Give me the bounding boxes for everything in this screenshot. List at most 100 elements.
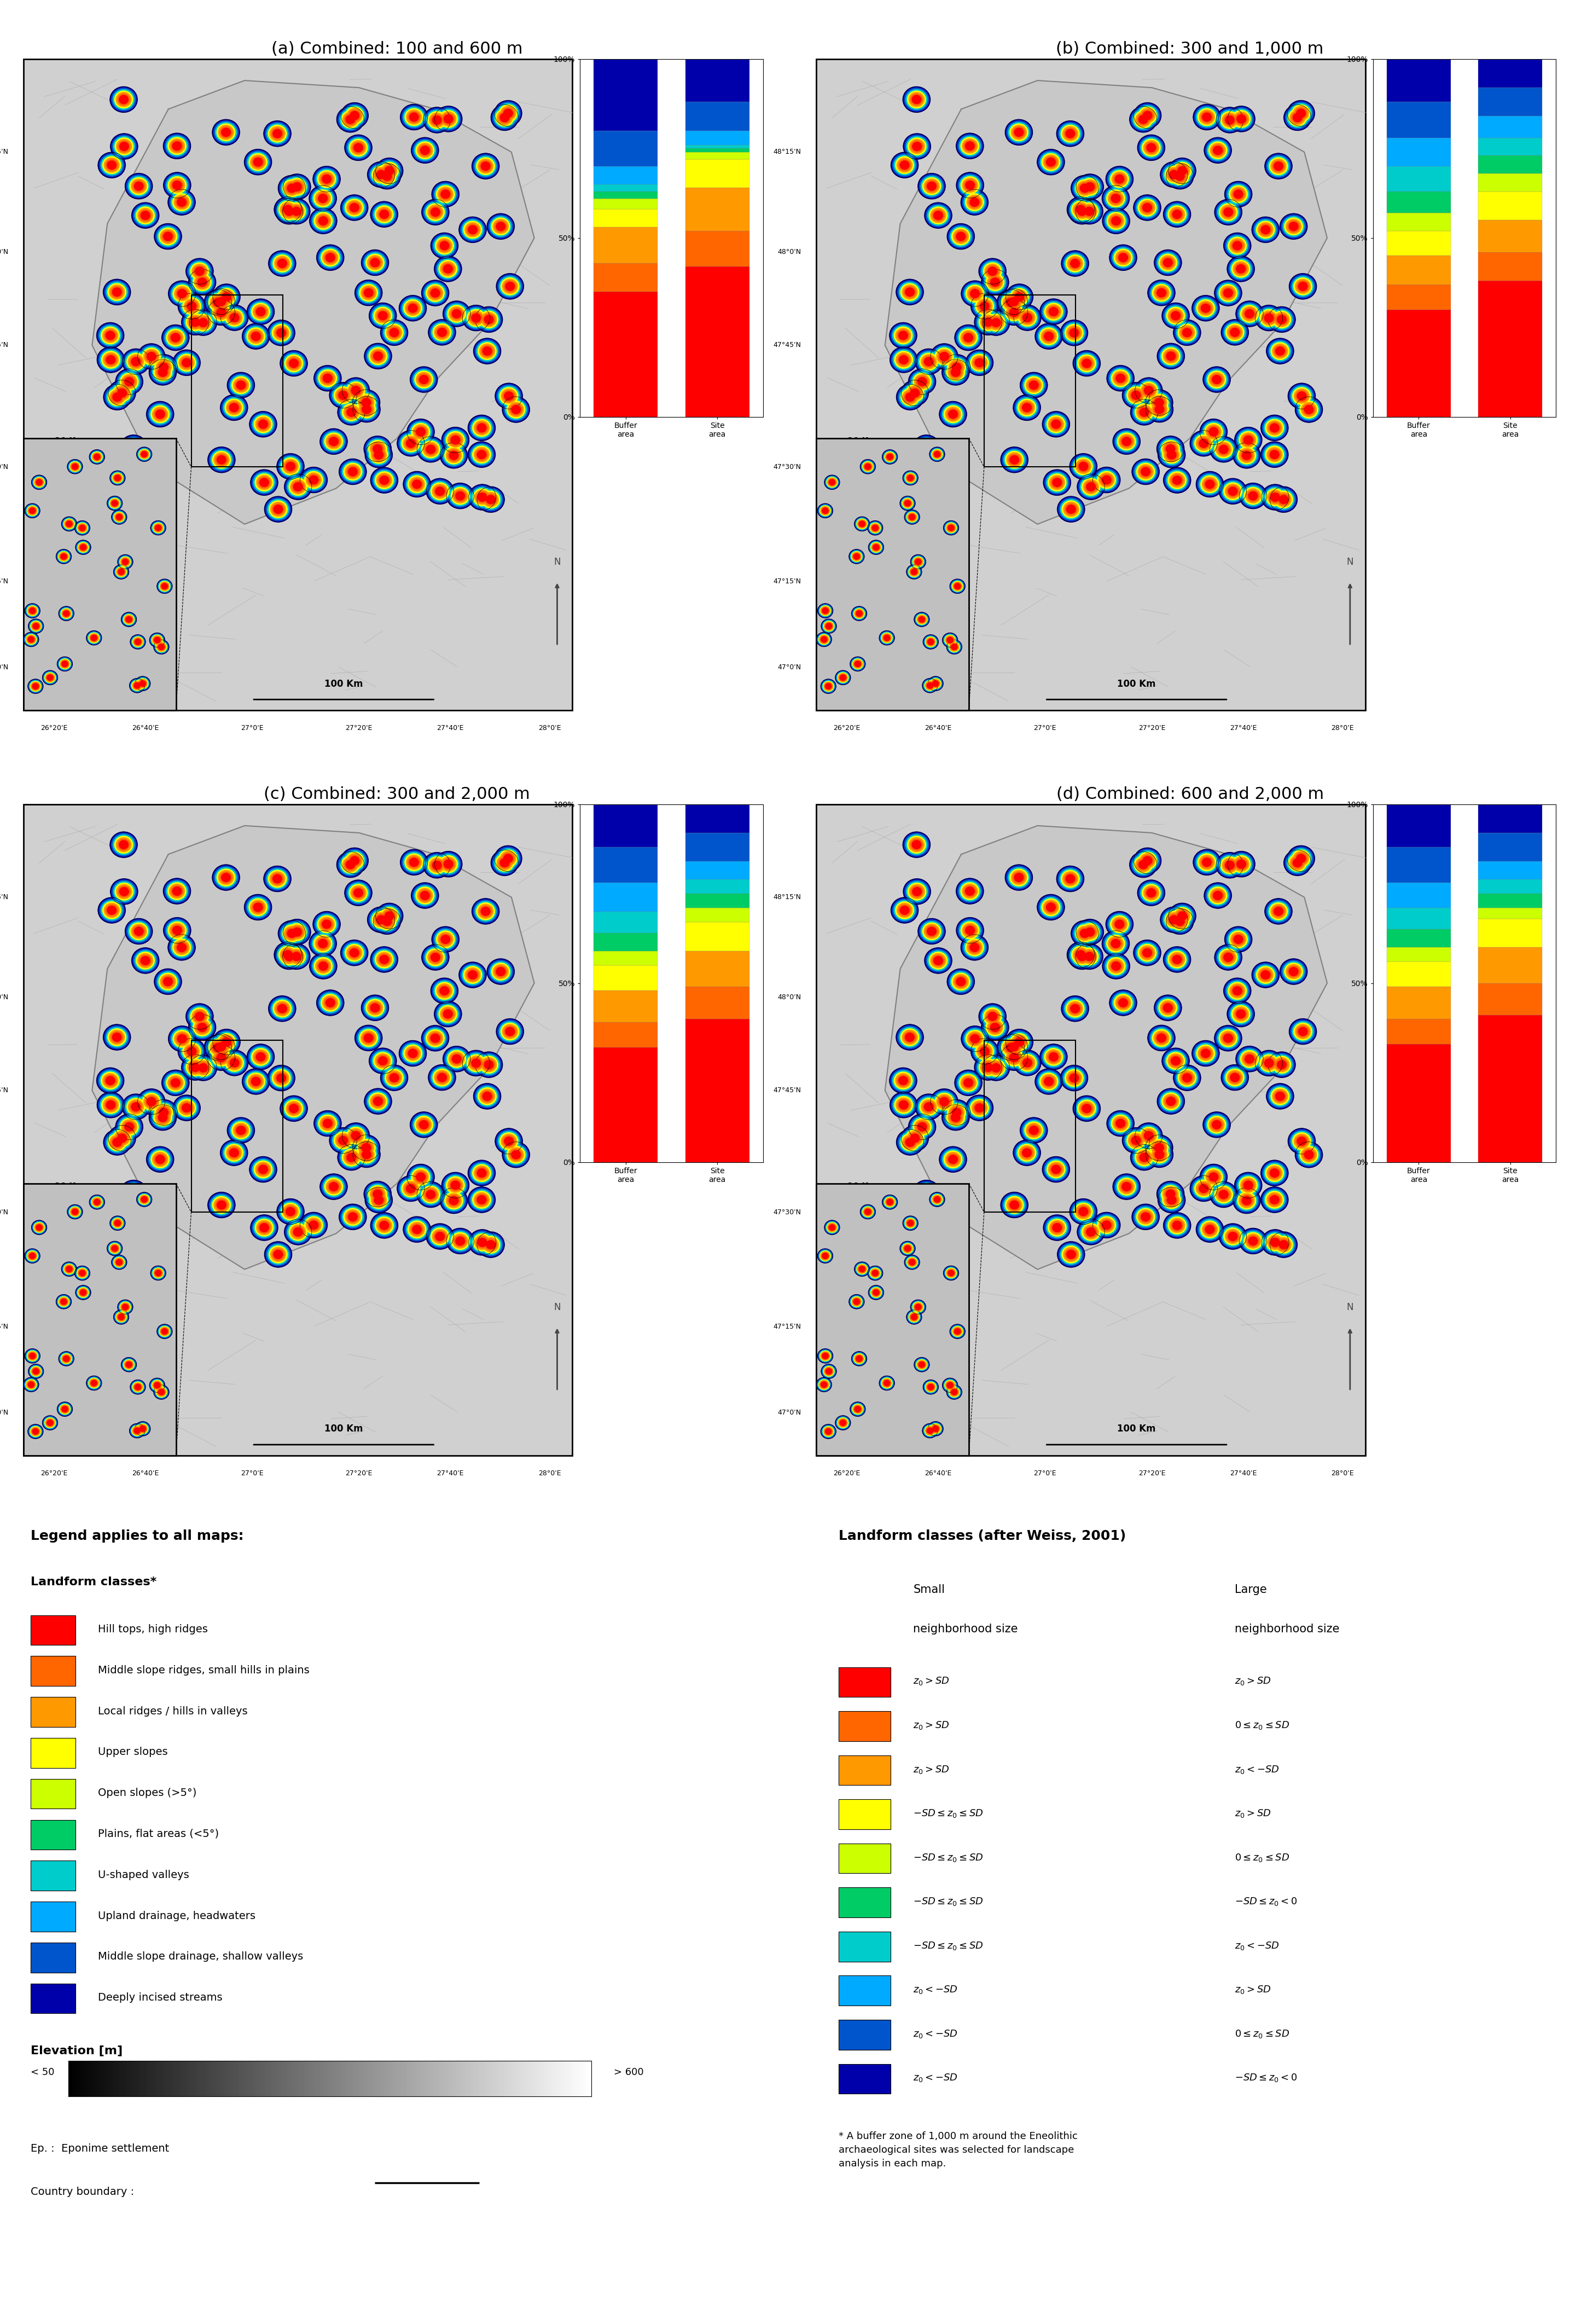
Circle shape bbox=[1271, 1239, 1279, 1246]
Circle shape bbox=[1047, 474, 1066, 490]
Circle shape bbox=[1268, 902, 1289, 920]
Circle shape bbox=[903, 832, 930, 858]
Circle shape bbox=[140, 1195, 149, 1204]
Circle shape bbox=[1239, 449, 1254, 462]
Circle shape bbox=[289, 1104, 298, 1113]
Circle shape bbox=[903, 381, 927, 404]
Circle shape bbox=[141, 346, 162, 367]
Circle shape bbox=[827, 1222, 836, 1232]
Circle shape bbox=[313, 167, 340, 193]
Circle shape bbox=[351, 112, 359, 121]
Circle shape bbox=[127, 442, 140, 453]
Circle shape bbox=[1111, 992, 1135, 1013]
Circle shape bbox=[1014, 304, 1041, 330]
Circle shape bbox=[270, 1067, 294, 1090]
Circle shape bbox=[229, 1118, 252, 1141]
Circle shape bbox=[820, 637, 827, 641]
Circle shape bbox=[475, 307, 503, 332]
Circle shape bbox=[905, 881, 928, 904]
Circle shape bbox=[189, 270, 216, 295]
Circle shape bbox=[124, 1095, 148, 1118]
Circle shape bbox=[389, 1074, 398, 1083]
Circle shape bbox=[1114, 430, 1139, 453]
Circle shape bbox=[216, 123, 236, 142]
Circle shape bbox=[1225, 116, 1235, 125]
Circle shape bbox=[1139, 137, 1163, 158]
Circle shape bbox=[430, 321, 454, 344]
Circle shape bbox=[1268, 1085, 1292, 1109]
Circle shape bbox=[820, 1425, 836, 1439]
Circle shape bbox=[820, 637, 828, 644]
Circle shape bbox=[949, 641, 960, 653]
Circle shape bbox=[819, 634, 828, 644]
Circle shape bbox=[159, 581, 171, 593]
Circle shape bbox=[376, 474, 392, 488]
Circle shape bbox=[1162, 439, 1179, 458]
Circle shape bbox=[319, 216, 329, 225]
Circle shape bbox=[913, 142, 922, 151]
Circle shape bbox=[276, 200, 302, 223]
Circle shape bbox=[1220, 286, 1236, 300]
Circle shape bbox=[1070, 258, 1081, 270]
Circle shape bbox=[1020, 402, 1033, 414]
Circle shape bbox=[1038, 151, 1063, 174]
Circle shape bbox=[378, 953, 390, 964]
Circle shape bbox=[981, 1004, 1005, 1027]
Circle shape bbox=[108, 284, 125, 300]
Circle shape bbox=[286, 1102, 302, 1116]
Circle shape bbox=[319, 918, 335, 932]
Circle shape bbox=[335, 388, 351, 402]
Circle shape bbox=[229, 402, 240, 414]
Circle shape bbox=[424, 1027, 448, 1050]
Circle shape bbox=[1171, 913, 1189, 930]
Circle shape bbox=[1262, 1188, 1287, 1211]
Circle shape bbox=[1013, 290, 1025, 302]
Circle shape bbox=[348, 883, 370, 902]
Circle shape bbox=[1122, 437, 1132, 446]
Circle shape bbox=[1262, 416, 1287, 439]
Circle shape bbox=[965, 1030, 986, 1048]
Circle shape bbox=[500, 851, 516, 865]
Text: (d) Combined: 600 and 2,000 m: (d) Combined: 600 and 2,000 m bbox=[1057, 786, 1324, 802]
Circle shape bbox=[497, 383, 521, 407]
Circle shape bbox=[819, 604, 832, 618]
Circle shape bbox=[309, 930, 336, 957]
Circle shape bbox=[154, 1104, 173, 1120]
Circle shape bbox=[370, 1004, 379, 1013]
Circle shape bbox=[340, 458, 367, 486]
Circle shape bbox=[947, 1387, 960, 1397]
Circle shape bbox=[138, 449, 151, 460]
Circle shape bbox=[222, 307, 246, 330]
Circle shape bbox=[955, 1069, 982, 1095]
Circle shape bbox=[248, 1074, 263, 1088]
Circle shape bbox=[252, 156, 263, 167]
Circle shape bbox=[413, 139, 436, 163]
Circle shape bbox=[917, 1097, 940, 1118]
Circle shape bbox=[1162, 1190, 1182, 1211]
Circle shape bbox=[1244, 1232, 1262, 1250]
Circle shape bbox=[60, 1404, 70, 1413]
Circle shape bbox=[1205, 137, 1232, 163]
Circle shape bbox=[1038, 149, 1065, 174]
Circle shape bbox=[1063, 251, 1087, 274]
Circle shape bbox=[927, 948, 951, 971]
Circle shape bbox=[933, 451, 941, 458]
Circle shape bbox=[481, 1057, 497, 1071]
Circle shape bbox=[1263, 311, 1274, 323]
Circle shape bbox=[168, 330, 183, 344]
Circle shape bbox=[1260, 1160, 1289, 1185]
Text: $-SD \leq z_0 < 0$: $-SD \leq z_0 < 0$ bbox=[1235, 1896, 1297, 1908]
Circle shape bbox=[405, 1218, 428, 1241]
Circle shape bbox=[111, 509, 127, 525]
Circle shape bbox=[141, 955, 149, 964]
Circle shape bbox=[443, 265, 452, 274]
Circle shape bbox=[284, 946, 308, 967]
Circle shape bbox=[855, 518, 868, 530]
Circle shape bbox=[246, 895, 270, 918]
Circle shape bbox=[229, 374, 252, 397]
Circle shape bbox=[851, 1401, 865, 1415]
Circle shape bbox=[175, 351, 198, 374]
Circle shape bbox=[281, 1097, 306, 1120]
Circle shape bbox=[427, 286, 443, 300]
Circle shape bbox=[1051, 1222, 1063, 1234]
